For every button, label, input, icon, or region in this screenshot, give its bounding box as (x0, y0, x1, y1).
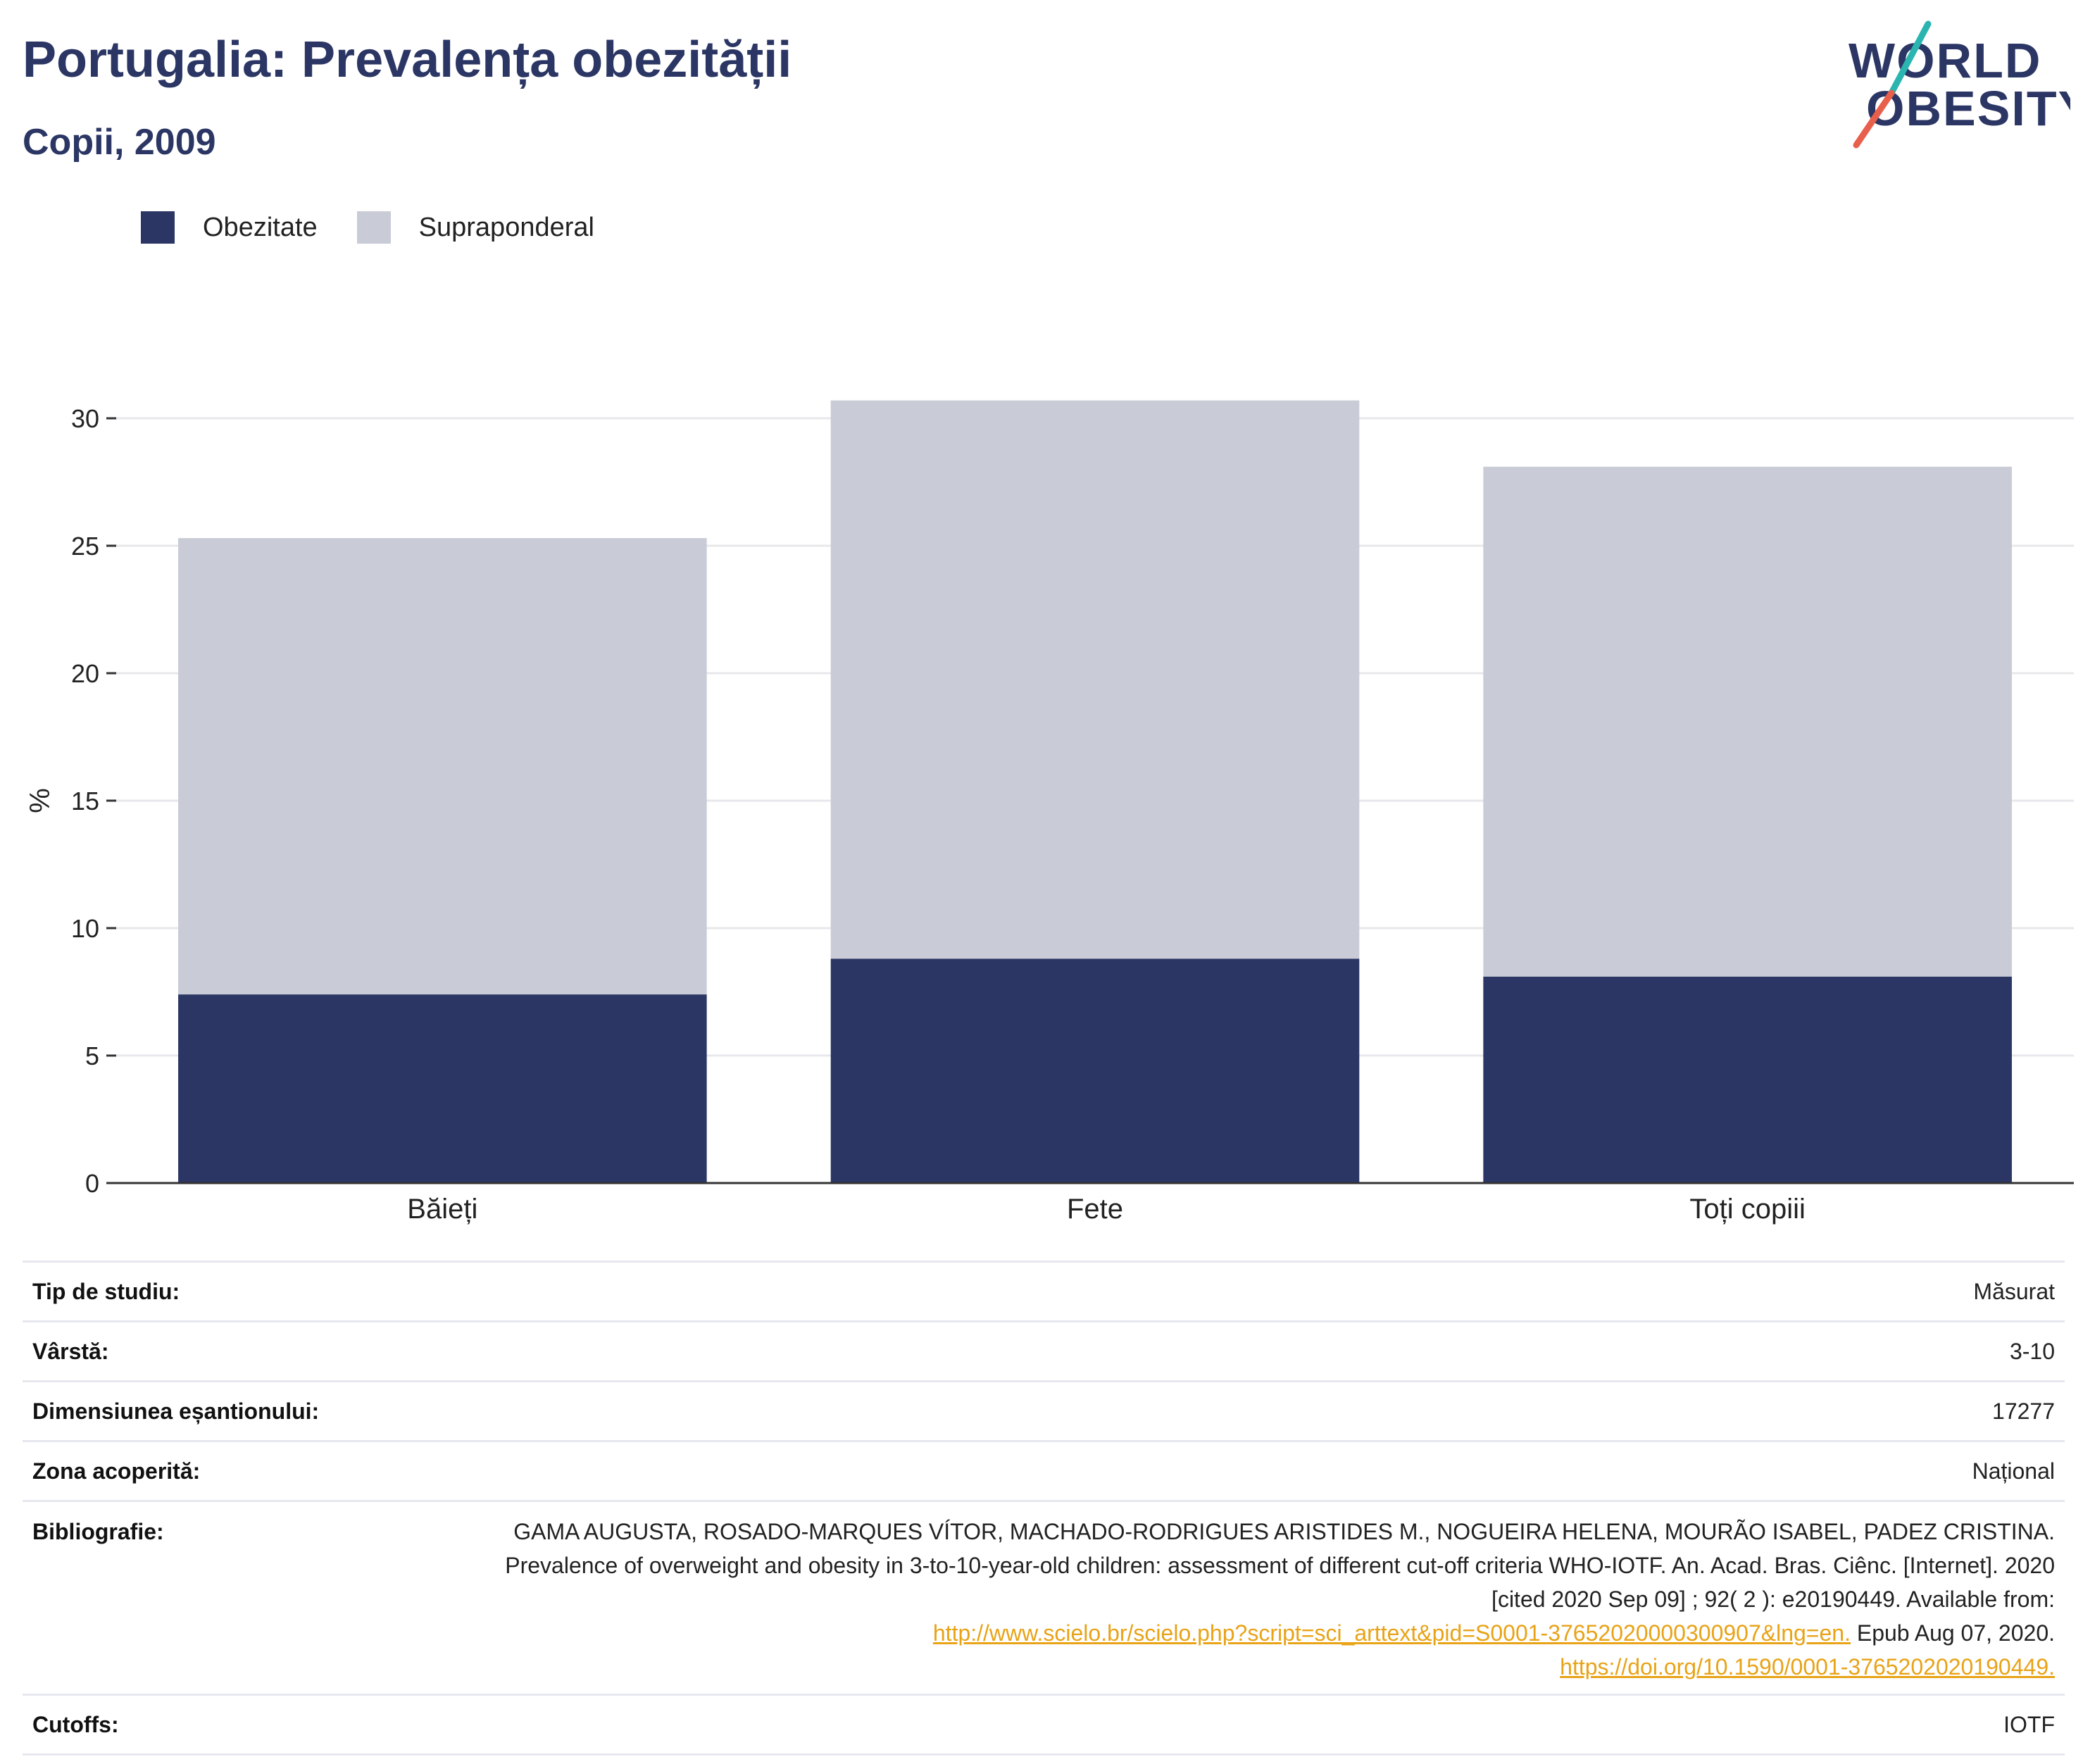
x-tick-label: Toți copiii (1689, 1194, 1806, 1225)
y-tick-label: 10 (71, 914, 99, 943)
info-row-cutoffs: Cutoffs: IOTF (23, 1694, 2065, 1756)
legend-swatch-supraponderal (356, 211, 391, 244)
info-label: Cutoffs: (23, 1694, 465, 1756)
info-row-area: Zona acoperită: Național (23, 1440, 2065, 1502)
info-row-study-type: Tip de studiu: Măsurat (23, 1261, 2065, 1322)
bibliography-link-scielo[interactable]: http://www.scielo.br/scielo.php?script=s… (932, 1620, 1851, 1646)
bibliography-text: GAMA AUGUSTA, ROSADO-MARQUES VÍTOR, MACH… (505, 1519, 2055, 1612)
bar-obezitate (1483, 976, 2012, 1183)
y-tick-label: 15 (71, 787, 99, 815)
info-label: Zona acoperită: (23, 1440, 465, 1502)
legend-item-supraponderal: Supraponderal (356, 211, 594, 244)
legend-item-obezitate: Obezitate (141, 211, 318, 244)
y-axis-label: % (25, 788, 56, 813)
legend-label-supraponderal: Supraponderal (418, 212, 594, 242)
bibliography-link-doi[interactable]: https://doi.org/10.1590/0001-37652020201… (1560, 1654, 2055, 1679)
y-tick-label: 25 (71, 532, 99, 561)
y-tick-label: 30 (71, 404, 99, 433)
info-value: Național (465, 1440, 2065, 1502)
info-label: Vârstă: (23, 1320, 465, 1382)
info-value: 17277 (465, 1380, 2065, 1442)
y-tick-label: 5 (85, 1041, 99, 1070)
page-subtitle: Copii, 2009 (23, 122, 216, 163)
x-tick-label: Băieți (407, 1194, 477, 1225)
info-value: IOTF (465, 1694, 2065, 1756)
study-info-table: Tip de studiu: Măsurat Vârstă: 3-10 Dime… (23, 1261, 2065, 1756)
bar-obezitate (178, 994, 707, 1183)
legend-swatch-obezitate (141, 211, 175, 244)
bibliography-value: GAMA AUGUSTA, ROSADO-MARQUES VÍTOR, MACH… (465, 1500, 2065, 1696)
logo-accent-teal (1888, 20, 1932, 96)
bar-supraponderal (1483, 466, 2012, 977)
stacked-bar-chart: 0 5 10 15 20 25 30% Băieți Fete Toți copiii (25, 400, 2074, 1225)
info-label: Dimensiunea eșantionului: (23, 1380, 465, 1442)
bar-supraponderal (830, 400, 1360, 959)
info-label: Tip de studiu: (23, 1261, 465, 1322)
x-tick-label: Fete (1067, 1194, 1123, 1225)
legend-label-obezitate: Obezitate (203, 212, 318, 242)
bar-obezitate (830, 958, 1360, 1183)
info-label: Bibliografie: (23, 1500, 465, 1696)
logo-text-obesity: OBESITY (1866, 81, 2070, 136)
chart-legend: Obezitate Supraponderal (141, 211, 634, 244)
logo-accent-coral (1853, 89, 1895, 149)
logo-text-world: WORLD (1849, 33, 2041, 88)
info-value: 3-10 (465, 1320, 2065, 1382)
y-tick-label: 0 (85, 1169, 99, 1198)
world-obesity-logo: WORLD OBESITY (1849, 20, 2070, 149)
info-row-age: Vârstă: 3-10 (23, 1320, 2065, 1382)
bar-supraponderal (178, 538, 707, 995)
bibliography-epub-text: Epub Aug 07, 2020. (1850, 1620, 2055, 1646)
info-row-sample-size: Dimensiunea eșantionului: 17277 (23, 1380, 2065, 1442)
page-title: Portugalia: Prevalența obezității (23, 32, 792, 88)
y-tick-label: 20 (71, 659, 99, 688)
info-row-bibliography: Bibliografie: GAMA AUGUSTA, ROSADO-MARQU… (23, 1500, 2065, 1696)
info-value: Măsurat (465, 1261, 2065, 1322)
